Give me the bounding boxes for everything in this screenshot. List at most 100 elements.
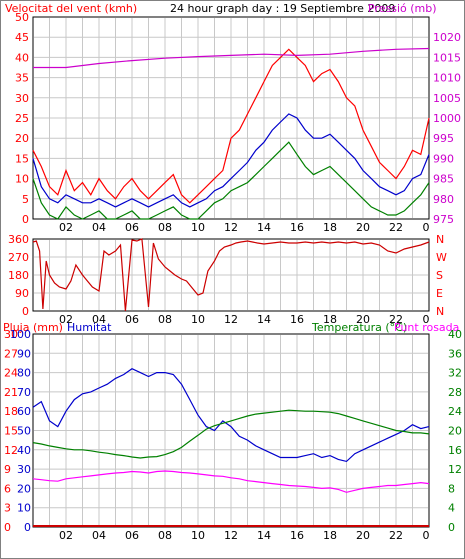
direction-y-tick-label: 270 (8, 251, 29, 264)
wind-x-tick-label: 0 (423, 221, 430, 234)
wind-y-tick-label: 40 (15, 51, 29, 64)
wind-x-tick-label: 06 (125, 221, 139, 234)
humidity-y-tick-label: 90 (17, 347, 31, 360)
wind-x-tick-label: 22 (389, 221, 403, 234)
direction-x-tick-label: 0 (423, 313, 430, 326)
rain-y-tick-label: 3 (4, 502, 11, 515)
direction-x-tick-label: 18 (323, 313, 337, 326)
wind-y-tick-label: 50 (15, 11, 29, 24)
rain-title: Pluja (mm) (3, 321, 63, 334)
direction-x-tick-label: 04 (92, 313, 106, 326)
wind-x-tick-label: 16 (290, 221, 304, 234)
weather-x-tick-label: 02 (59, 529, 73, 542)
humidity-y-tick-label: 60 (17, 405, 31, 418)
direction-x-tick-label: 14 (257, 313, 271, 326)
wind-series-gust-line (32, 48, 430, 204)
wind-title: Velocitat del vent (kmh) (5, 2, 137, 15)
pressure-y-tick-label: 1010 (433, 72, 461, 85)
direction-x-tick-label: 12 (224, 313, 238, 326)
chart-title: 24 hour graph day : 19 Septiembre 2009 (170, 2, 395, 15)
temperature-y-tick-label: 24 (448, 405, 462, 418)
rain-y-tick-label: 18 (4, 405, 18, 418)
temperature-y-tick-label: 16 (448, 444, 462, 457)
compass-tick-label: S (436, 269, 443, 282)
humidity-y-tick-label: 0 (24, 521, 31, 534)
rain-y-tick-label: 9 (4, 463, 11, 476)
pressure-y-tick-label: 1000 (433, 112, 461, 125)
weather-x-tick-label: 10 (191, 529, 205, 542)
wind-x-tick-label: 14 (257, 221, 271, 234)
compass-tick-label: N (436, 305, 444, 318)
rain-y-tick-label: 24 (4, 367, 18, 380)
direction-series-line (32, 238, 430, 312)
temperature-title: Temperatura (°C) (311, 321, 407, 334)
temperature-y-tick-label: 20 (448, 425, 462, 438)
pressure-y-tick-label: 995 (433, 132, 454, 145)
humidity-y-tick-label: 40 (17, 444, 31, 457)
wind-series-minimum-line (32, 141, 430, 220)
weather-x-tick-label: 0 (423, 529, 430, 542)
temperature-y-tick-label: 40 (448, 328, 462, 341)
compass-tick-label: W (436, 251, 447, 264)
wind-y-tick-label: 25 (15, 112, 29, 125)
rain-y-tick-label: 27 (4, 347, 18, 360)
series-layer (32, 47, 430, 527)
humidity-y-tick-label: 80 (17, 367, 31, 380)
direction-x-tick-label: 08 (158, 313, 172, 326)
direction-x-tick-label: 16 (290, 313, 304, 326)
temperature-y-tick-label: 12 (448, 463, 462, 476)
rain-y-tick-label: 21 (4, 386, 18, 399)
rain-y-tick-label: 12 (4, 444, 18, 457)
temperature-y-tick-label: 28 (448, 386, 462, 399)
humidity-y-tick-label: 70 (17, 386, 31, 399)
temperature-y-tick-label: 36 (448, 347, 462, 360)
direction-y-tick-label: 180 (8, 269, 29, 282)
wind-y-tick-label: 5 (22, 193, 29, 206)
direction-y-tick-label: 0 (22, 305, 29, 318)
pressure-y-tick-label: 1005 (433, 92, 461, 105)
wind-x-tick-label: 08 (158, 221, 172, 234)
weather-x-tick-label: 20 (356, 529, 370, 542)
temperature-y-tick-label: 0 (448, 521, 455, 534)
dewpoint-title: Punt rosada (394, 321, 459, 334)
wind-y-tick-label: 20 (15, 132, 29, 145)
weather-x-tick-label: 12 (224, 529, 238, 542)
temperature-y-tick-label: 4 (448, 502, 455, 515)
pressure-y-tick-label: 990 (433, 152, 454, 165)
direction-y-tick-label: 360 (8, 233, 29, 246)
compass-tick-label: E (436, 287, 443, 300)
wind-y-tick-label: 45 (15, 31, 29, 44)
weather-series-humidity-line (32, 368, 430, 463)
temperature-y-tick-label: 32 (448, 367, 462, 380)
wind-x-tick-label: 04 (92, 221, 106, 234)
weather-x-tick-label: 14 (257, 529, 271, 542)
wind-x-tick-label: 10 (191, 221, 205, 234)
wind-y-tick-label: 30 (15, 92, 29, 105)
humidity-y-tick-label: 10 (17, 502, 31, 515)
wind-series-average-line (32, 113, 430, 208)
humidity-y-tick-label: 20 (17, 482, 31, 495)
rain-y-tick-label: 6 (4, 482, 11, 495)
rain-y-tick-label: 30 (4, 328, 18, 341)
direction-x-tick-label: 10 (191, 313, 205, 326)
weather-x-tick-label: 18 (323, 529, 337, 542)
direction-panel-frame (32, 238, 430, 312)
wind-y-tick-label: 10 (15, 173, 29, 186)
pressure-y-tick-label: 975 (433, 213, 454, 226)
temperature-y-tick-label: 8 (448, 482, 455, 495)
weather-x-tick-label: 08 (158, 529, 172, 542)
rain-y-tick-label: 15 (4, 425, 18, 438)
weather-series-temp-line (32, 470, 430, 493)
wind-x-tick-label: 20 (356, 221, 370, 234)
weather-x-tick-label: 04 (92, 529, 106, 542)
direction-x-tick-label: 22 (389, 313, 403, 326)
compass-tick-label: N (436, 233, 444, 246)
humidity-y-tick-label: 50 (17, 425, 31, 438)
weather-x-tick-label: 22 (389, 529, 403, 542)
wind-y-tick-label: 35 (15, 72, 29, 85)
pressure-y-tick-label: 1020 (433, 31, 461, 44)
weather-x-tick-label: 06 (125, 529, 139, 542)
direction-x-tick-label: 06 (125, 313, 139, 326)
